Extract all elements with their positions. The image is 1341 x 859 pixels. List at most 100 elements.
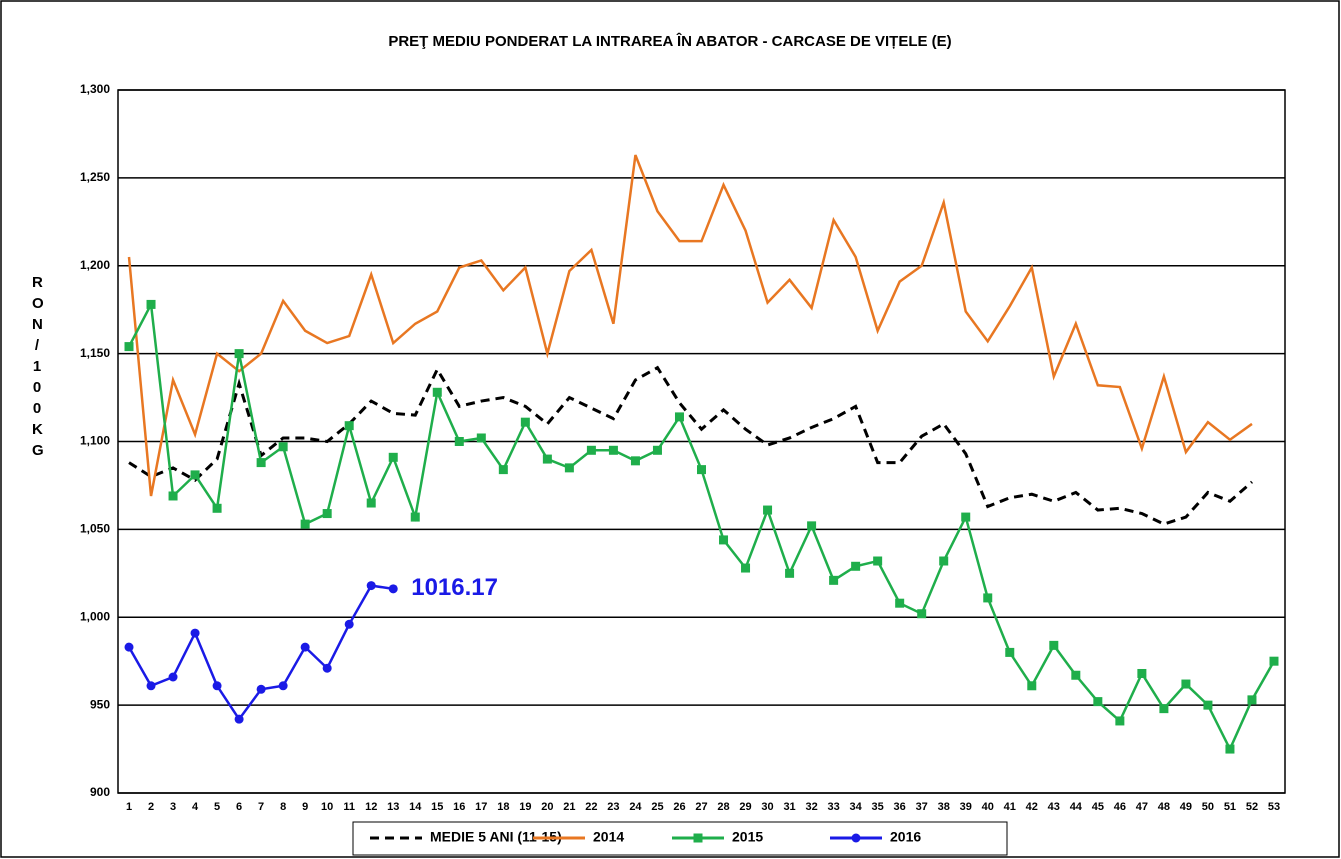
x-tick-label: 47	[1136, 801, 1148, 813]
legend-label: 2015	[732, 829, 763, 845]
x-tick-label: 14	[409, 801, 422, 813]
legend-label: 2014	[593, 829, 624, 845]
chart-title: PREŢ MEDIU PONDERAT LA INTRAREA ÎN ABATO…	[388, 32, 951, 50]
series-marker	[212, 503, 222, 513]
x-tick-label: 22	[585, 801, 597, 813]
y-tick-label: 950	[90, 697, 110, 711]
series-marker	[652, 445, 662, 455]
series-marker	[278, 681, 288, 691]
series-marker	[1115, 716, 1125, 726]
series-marker	[961, 512, 971, 522]
y-tick-label: 1,000	[80, 609, 110, 623]
x-tick-label: 1	[126, 801, 132, 813]
x-tick-label: 44	[1070, 801, 1083, 813]
data-label: 1016.17	[411, 574, 498, 601]
series-marker	[190, 628, 200, 638]
series-marker	[829, 575, 839, 585]
series-marker	[124, 342, 134, 352]
series-marker	[476, 433, 486, 443]
series-marker	[300, 519, 310, 529]
series-marker	[212, 681, 222, 691]
x-tick-label: 43	[1048, 801, 1060, 813]
x-tick-label: 2	[148, 801, 154, 813]
series-marker	[322, 509, 332, 519]
series-marker	[300, 642, 310, 652]
series-marker	[410, 512, 420, 522]
series-marker	[344, 619, 354, 629]
y-tick-label: 1,250	[80, 170, 110, 184]
series-marker	[1247, 695, 1257, 705]
series-marker	[278, 442, 288, 452]
x-tick-label: 35	[872, 801, 884, 813]
series-marker	[498, 465, 508, 475]
series-marker	[234, 714, 244, 724]
series-marker	[190, 470, 200, 480]
series-marker	[256, 458, 266, 468]
y-tick-label: 1,150	[80, 346, 110, 360]
x-tick-label: 19	[519, 801, 531, 813]
series-marker	[1159, 704, 1169, 714]
series-marker	[388, 452, 398, 462]
series-marker	[520, 417, 530, 427]
x-tick-label: 33	[827, 801, 839, 813]
series-marker	[586, 445, 596, 455]
series-marker	[124, 642, 134, 652]
series-marker	[807, 521, 817, 531]
legend-label: MEDIE 5 ANI (11-15)	[430, 829, 562, 845]
series-marker	[146, 299, 156, 309]
x-tick-label: 4	[192, 801, 199, 813]
series-marker	[366, 498, 376, 508]
x-tick-label: 45	[1092, 801, 1104, 813]
series-line	[127, 154, 1253, 497]
series-marker	[1049, 640, 1059, 650]
series-marker	[146, 681, 156, 691]
series-marker	[1093, 697, 1103, 707]
series-marker	[1225, 744, 1235, 754]
x-tick-label: 29	[739, 801, 751, 813]
legend-marker	[851, 833, 861, 843]
x-tick-label: 16	[453, 801, 465, 813]
series-marker	[873, 556, 883, 566]
series-marker	[1181, 679, 1191, 689]
x-tick-label: 41	[1004, 801, 1016, 813]
series-marker	[564, 463, 574, 473]
series-marker	[432, 387, 442, 397]
series-marker	[344, 421, 354, 431]
x-tick-label: 34	[850, 801, 863, 813]
x-tick-label: 24	[629, 801, 642, 813]
series-marker	[1071, 670, 1081, 680]
x-tick-label: 18	[497, 801, 509, 813]
series-marker	[983, 593, 993, 603]
series-marker	[322, 663, 332, 673]
x-tick-label: 13	[387, 801, 399, 813]
y-tick-label: 1,200	[80, 258, 110, 272]
series-marker	[674, 412, 684, 422]
series-marker	[719, 535, 729, 545]
series-marker	[234, 349, 244, 359]
series-marker	[388, 584, 398, 594]
y-tick-label: 900	[90, 785, 110, 799]
x-tick-label: 8	[280, 801, 286, 813]
series-marker	[1027, 681, 1037, 691]
series-marker	[1005, 647, 1015, 657]
series-marker	[168, 491, 178, 501]
x-tick-label: 52	[1246, 801, 1258, 813]
x-tick-label: 25	[651, 801, 663, 813]
x-tick-label: 31	[783, 801, 795, 813]
series-marker	[917, 609, 927, 619]
x-tick-label: 26	[673, 801, 685, 813]
series-marker	[256, 684, 266, 694]
x-tick-label: 39	[960, 801, 972, 813]
series-marker	[851, 561, 861, 571]
x-tick-label: 9	[302, 801, 308, 813]
x-tick-label: 46	[1114, 801, 1126, 813]
x-tick-label: 51	[1224, 801, 1236, 813]
series-marker	[630, 456, 640, 466]
y-tick-label: 1,050	[80, 522, 110, 536]
series-marker	[1203, 700, 1213, 710]
x-tick-label: 48	[1158, 801, 1170, 813]
x-tick-label: 27	[695, 801, 707, 813]
